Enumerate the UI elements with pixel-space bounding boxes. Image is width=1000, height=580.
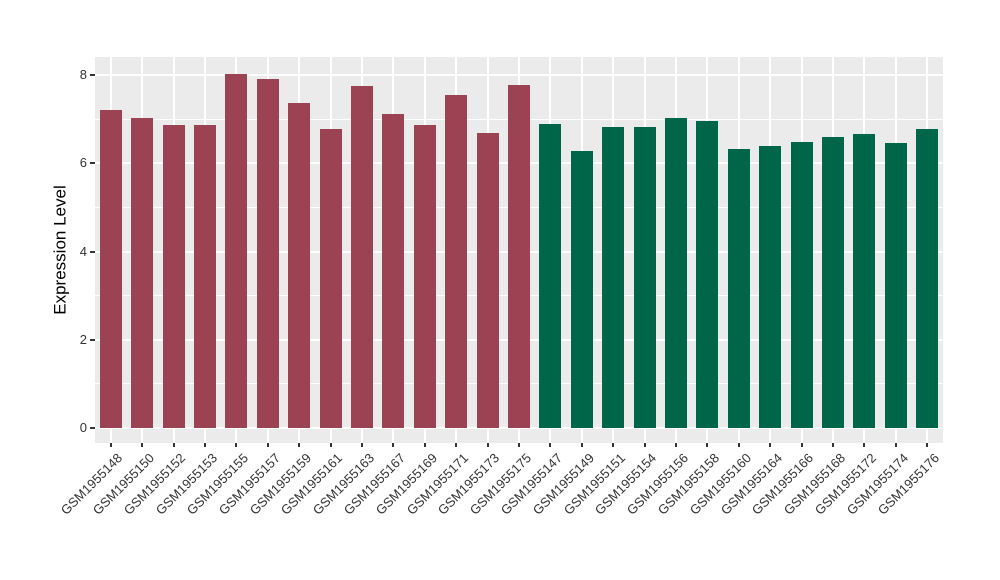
- x-tick-mark: [549, 443, 552, 447]
- bar-GSM1955163: [350, 85, 373, 428]
- x-tick-mark: [235, 443, 238, 447]
- x-tick-mark: [392, 443, 395, 447]
- bar-GSM1955166: [790, 142, 813, 428]
- bar-GSM1955155: [225, 73, 248, 428]
- bar-GSM1955157: [256, 79, 279, 428]
- x-tick-mark: [580, 443, 583, 447]
- y-tick-mark: [90, 74, 95, 77]
- bar-GSM1955156: [665, 118, 688, 428]
- x-tick-mark: [832, 443, 835, 447]
- x-tick-mark: [141, 443, 144, 447]
- x-tick-mark: [423, 443, 426, 447]
- y-tick-label: 0: [79, 420, 87, 435]
- bar-GSM1955150: [131, 117, 154, 428]
- bar-GSM1955149: [570, 151, 593, 428]
- bar-GSM1955167: [382, 114, 405, 428]
- y-tick-mark: [90, 250, 95, 253]
- x-tick-mark: [203, 443, 206, 447]
- bar-GSM1955158: [696, 121, 719, 428]
- x-tick-mark: [863, 443, 866, 447]
- bar-GSM1955164: [759, 146, 782, 428]
- x-tick-mark: [360, 443, 363, 447]
- y-tick-label: 2: [79, 331, 87, 347]
- y-axis-title: Expression Level: [46, 57, 76, 443]
- bar-GSM1955169: [413, 124, 436, 428]
- bar-GSM1955151: [602, 127, 625, 428]
- bar-GSM1955176: [916, 128, 939, 428]
- x-tick-mark: [926, 443, 929, 447]
- bar-GSM1955160: [727, 148, 750, 428]
- bar-GSM1955159: [288, 102, 311, 428]
- y-tick-label: 4: [79, 243, 87, 259]
- bar-GSM1955161: [319, 128, 342, 428]
- x-tick-mark: [486, 443, 489, 447]
- bar-GSM1955147: [539, 124, 562, 428]
- bar-GSM1955171: [445, 95, 468, 428]
- y-tick-mark: [90, 338, 95, 341]
- y-tick-label: 6: [79, 155, 87, 171]
- y-tick-mark: [90, 427, 95, 429]
- bar-GSM1955152: [162, 124, 185, 428]
- y-tick-label: 8: [79, 67, 87, 83]
- bar-GSM1955148: [99, 109, 122, 428]
- bar-GSM1955168: [822, 136, 845, 428]
- bar-GSM1955153: [193, 124, 216, 428]
- gridline-major: [95, 427, 943, 429]
- x-tick-mark: [769, 443, 772, 447]
- x-tick-mark: [329, 443, 332, 447]
- x-tick-mark: [109, 443, 112, 447]
- x-tick-mark: [266, 443, 269, 447]
- x-tick-mark: [612, 443, 615, 447]
- y-tick-mark: [90, 162, 95, 165]
- gridline-major: [95, 74, 943, 77]
- bar-GSM1955174: [884, 142, 907, 428]
- y-axis-title-text: Expression Level: [51, 185, 70, 315]
- bar-GSM1955172: [853, 133, 876, 428]
- x-tick-mark: [455, 443, 458, 447]
- x-tick-mark: [643, 443, 646, 447]
- bar-GSM1955154: [633, 127, 656, 428]
- bar-GSM1955175: [508, 84, 530, 428]
- x-tick-mark: [518, 443, 520, 447]
- x-tick-mark: [298, 443, 301, 447]
- bar-GSM1955173: [476, 132, 499, 428]
- x-tick-mark: [172, 443, 175, 447]
- x-tick-mark: [675, 443, 678, 447]
- x-tick-mark: [706, 443, 709, 447]
- x-tick-mark: [800, 443, 803, 447]
- plot-panel: [95, 57, 943, 443]
- x-tick-mark: [737, 443, 740, 447]
- x-tick-mark: [894, 443, 897, 447]
